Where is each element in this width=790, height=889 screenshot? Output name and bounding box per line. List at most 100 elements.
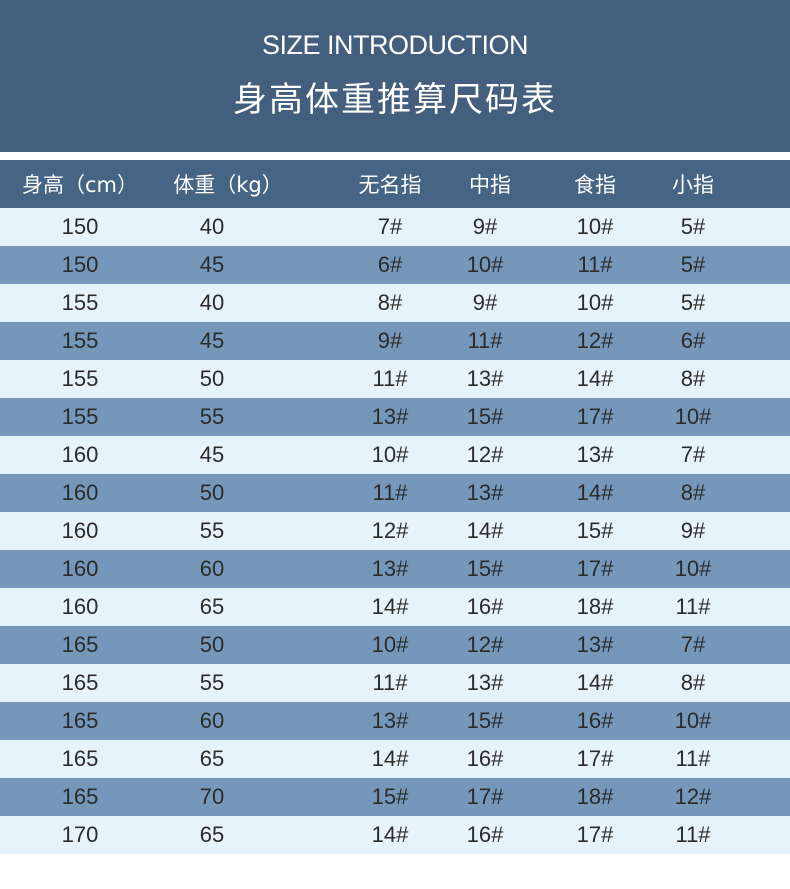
- table-row: 155 50 11# 13# 14# 8#: [0, 360, 790, 398]
- table-cell: 165: [61, 670, 99, 695]
- table-row: 165 50 10# 12# 13# 7#: [0, 626, 790, 664]
- table-cell: 10#: [674, 404, 712, 429]
- table-cell: 14#: [371, 822, 409, 847]
- size-table: 身高（cm） 体重（kg） 无名指 中指 食指 小指 150 40 7# 9# 10# 5# 150 4…: [0, 160, 790, 854]
- table-cell: 15#: [466, 556, 504, 581]
- table-cell: 15#: [371, 784, 409, 809]
- table-cell: 11#: [467, 328, 503, 353]
- table-cell: 160: [61, 594, 99, 619]
- table-row: 165 70 15# 17# 18# 12#: [0, 778, 790, 816]
- table-cell: 40: [199, 290, 225, 315]
- table-cell: 8#: [680, 480, 706, 505]
- table-row: 160 50 11# 13# 14# 8#: [0, 474, 790, 512]
- table-cell: 8#: [680, 366, 706, 391]
- table-row: 165 65 14# 16# 17# 11#: [0, 740, 790, 778]
- table-cell: 10#: [576, 290, 614, 315]
- table-cell: 14#: [371, 746, 409, 771]
- table-cell: 18#: [576, 784, 614, 809]
- table-row: 150 45 6# 10# 11# 5#: [0, 246, 790, 284]
- table-cell: 45: [199, 252, 225, 277]
- table-cell: 10#: [674, 708, 712, 733]
- table-row: 165 55 11# 13# 14# 8#: [0, 664, 790, 702]
- table-cell: 6#: [680, 328, 706, 353]
- table-cell: 9#: [472, 214, 498, 239]
- table-cell: 13#: [576, 442, 614, 467]
- table-cell: 50: [199, 480, 225, 505]
- column-header: 体重（kg）: [173, 173, 283, 197]
- table-cell: 11#: [372, 480, 408, 505]
- table-cell: 17#: [576, 746, 614, 771]
- column-header: 食指: [574, 173, 616, 197]
- table-header-row: 身高（cm） 体重（kg） 无名指 中指 食指 小指: [0, 160, 790, 208]
- table-cell: 10#: [674, 556, 712, 581]
- table-cell: 17#: [576, 556, 614, 581]
- table-cell: 10#: [371, 442, 409, 467]
- table-cell: 55: [199, 670, 225, 695]
- table-cell: 11#: [675, 594, 711, 619]
- table-row: 155 40 8# 9# 10# 5#: [0, 284, 790, 322]
- table-cell: 6#: [377, 252, 403, 277]
- table-cell: 155: [61, 404, 99, 429]
- table-cell: 165: [61, 708, 99, 733]
- table-cell: 8#: [377, 290, 403, 315]
- table-cell: 155: [61, 366, 99, 391]
- column-header: 无名指: [358, 173, 422, 197]
- table-cell: 15#: [576, 518, 614, 543]
- table-cell: 9#: [377, 328, 403, 353]
- table-cell: 65: [199, 594, 225, 619]
- table-row: 160 45 10# 12# 13# 7#: [0, 436, 790, 474]
- table-cell: 14#: [371, 594, 409, 619]
- table-cell: 11#: [675, 746, 711, 771]
- table-cell: 160: [61, 442, 99, 467]
- table-cell: 16#: [466, 746, 504, 771]
- table-row: 165 60 13# 15# 16# 10#: [0, 702, 790, 740]
- table-cell: 170: [61, 822, 99, 847]
- table-row: 160 55 12# 14# 15# 9#: [0, 512, 790, 550]
- table-cell: 5#: [680, 290, 706, 315]
- table-cell: 8#: [680, 670, 706, 695]
- table-row: 160 60 13# 15# 17# 10#: [0, 550, 790, 588]
- table-cell: 14#: [576, 670, 614, 695]
- table-cell: 13#: [466, 366, 504, 391]
- table-cell: 11#: [372, 366, 408, 391]
- table-cell: 7#: [377, 214, 403, 239]
- table-row: 170 65 14# 16# 17# 11#: [0, 816, 790, 854]
- table-cell: 7#: [680, 632, 706, 657]
- table-cell: 13#: [466, 480, 504, 505]
- table-cell: 12#: [466, 632, 504, 657]
- table-cell: 160: [61, 518, 99, 543]
- table-cell: 10#: [371, 632, 409, 657]
- table-cell: 13#: [371, 404, 409, 429]
- table-cell: 18#: [576, 594, 614, 619]
- table-row: 150 40 7# 9# 10# 5#: [0, 208, 790, 246]
- table-cell: 11#: [372, 670, 408, 695]
- table-cell: 13#: [576, 632, 614, 657]
- title-english: SIZE INTRODUCTION: [262, 30, 529, 60]
- table-cell: 16#: [466, 594, 504, 619]
- table-cell: 60: [199, 556, 225, 581]
- table-cell: 15#: [466, 404, 504, 429]
- table-cell: 15#: [466, 708, 504, 733]
- table-cell: 10#: [576, 214, 614, 239]
- table-cell: 45: [199, 442, 225, 467]
- table-row: 160 65 14# 16# 18# 11#: [0, 588, 790, 626]
- table-cell: 160: [61, 556, 99, 581]
- table-cell: 160: [61, 480, 99, 505]
- title-banner: SIZE INTRODUCTION 身高体重推算尺码表: [0, 0, 790, 152]
- table-cell: 13#: [466, 670, 504, 695]
- table-cell: 12#: [371, 518, 409, 543]
- table-cell: 150: [61, 214, 99, 239]
- table-cell: 11#: [675, 822, 711, 847]
- table-cell: 13#: [371, 708, 409, 733]
- table-cell: 12#: [576, 328, 614, 353]
- column-header: 中指: [469, 173, 511, 197]
- table-cell: 10#: [466, 252, 504, 277]
- table-cell: 55: [199, 404, 225, 429]
- table-cell: 12#: [466, 442, 504, 467]
- table-cell: 14#: [466, 518, 504, 543]
- table-cell: 165: [61, 632, 99, 657]
- table-cell: 11#: [577, 252, 613, 277]
- table-row: 155 45 9# 11# 12# 6#: [0, 322, 790, 360]
- table-cell: 16#: [576, 708, 614, 733]
- table-row: 155 55 13# 15# 17# 10#: [0, 398, 790, 436]
